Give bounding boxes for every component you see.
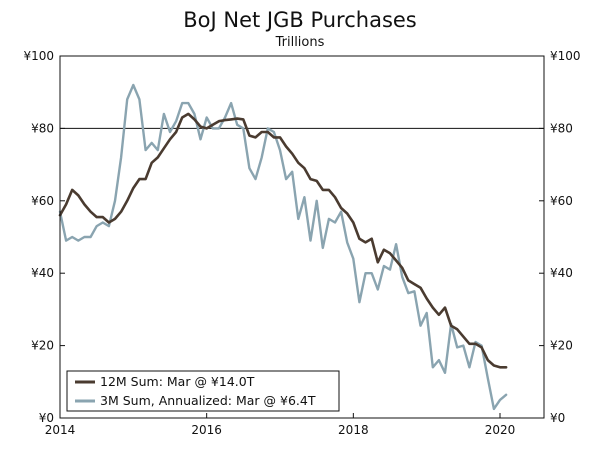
series-line-3m-sum-annualized bbox=[58, 83, 508, 411]
plot-frame bbox=[59, 55, 545, 419]
legend: 12M Sum: Mar @ ¥14.0T 3M Sum, Annualized… bbox=[66, 370, 340, 412]
legend-label-12m: 12M Sum: Mar @ ¥14.0T bbox=[100, 374, 255, 389]
y-tick-label-left: ¥100 bbox=[23, 49, 54, 63]
y-tick-label-right: ¥80 bbox=[550, 121, 573, 135]
y-tick-label-left: ¥60 bbox=[31, 194, 54, 208]
chart-title: BoJ Net JGB Purchases bbox=[183, 8, 417, 32]
chart-marks: ¥0 ¥0 ¥20 ¥20 ¥40 ¥40 ¥60 ¥60 ¥80 ¥80 ¥100 ¥100 2014… bbox=[23, 49, 580, 437]
y-tick-label-left: ¥20 bbox=[31, 339, 54, 353]
y-tick-label-right: ¥100 bbox=[550, 49, 581, 63]
y-tick-label-right: ¥60 bbox=[550, 194, 573, 208]
y-tick-label-right: ¥40 bbox=[550, 266, 573, 280]
legend-label-3m: 3M Sum, Annualized: Mar @ ¥6.4T bbox=[100, 393, 316, 408]
y-tick-label-left: ¥80 bbox=[31, 121, 54, 135]
x-tick-label: 2016 bbox=[191, 423, 222, 437]
x-tick-label: 2014 bbox=[45, 423, 76, 437]
series-line-12m-sum bbox=[58, 112, 508, 369]
x-tick-label: 2018 bbox=[338, 423, 369, 437]
y-tick-label-right: ¥20 bbox=[550, 339, 573, 353]
x-tick-label: 2020 bbox=[485, 423, 516, 437]
y-tick-label-left: ¥40 bbox=[31, 266, 54, 280]
chart-subtitle: Trillions bbox=[275, 35, 325, 50]
legend-box bbox=[66, 370, 340, 412]
y-tick-label-right: ¥0 bbox=[550, 411, 565, 425]
y-tick-label-left: ¥0 bbox=[39, 411, 54, 425]
